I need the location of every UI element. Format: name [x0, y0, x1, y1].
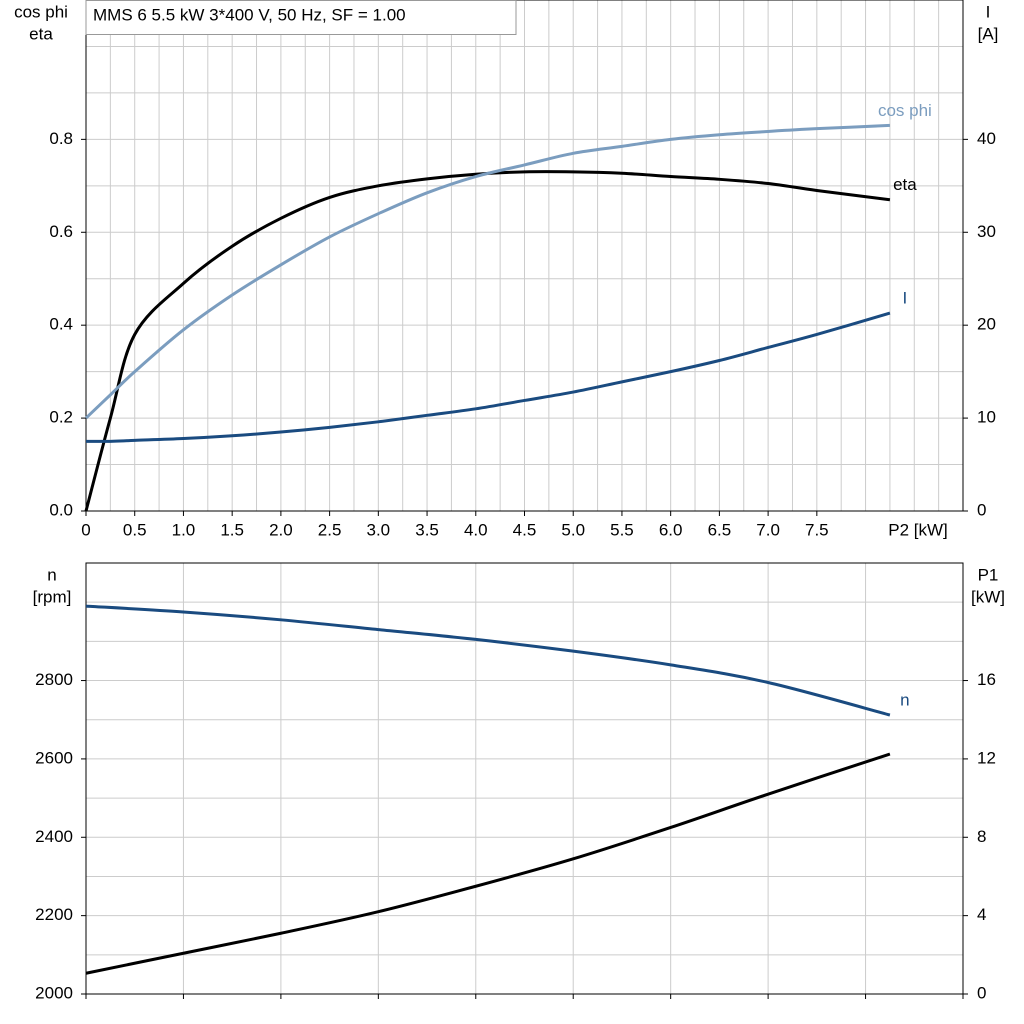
y2-tick-label: 40: [977, 129, 996, 148]
y2-tick-label: 8: [977, 827, 986, 846]
y-axis-label: n: [47, 565, 56, 584]
x-tick-label: 7.0: [756, 520, 780, 539]
x-tick-label: 0: [81, 520, 90, 539]
y2-tick-label: 4: [977, 905, 986, 924]
y-tick-label: 0.4: [49, 315, 73, 334]
series-line: [85, 311, 891, 443]
series-label: eta: [893, 175, 917, 194]
y2-tick-label: 0: [977, 983, 986, 1002]
y2-axis-label: I: [986, 2, 991, 21]
y2-axis-label: [A]: [978, 24, 999, 43]
x-tick-label: 1.0: [172, 520, 196, 539]
y-tick-label: 2200: [35, 905, 73, 924]
series-label: cos phi: [878, 101, 932, 120]
y2-tick-label: 0: [977, 500, 986, 519]
y-tick-label: 0.2: [49, 408, 73, 427]
series-line: [85, 604, 891, 717]
x-axis-label: P2 [kW]: [888, 520, 948, 539]
series-label: n: [900, 691, 909, 710]
y-tick-label: 2600: [35, 748, 73, 767]
title-box: [85, 0, 517, 35]
x-tick-label: 0.5: [123, 520, 147, 539]
x-tick-label: 3.5: [415, 520, 439, 539]
series-line: [84, 123, 890, 420]
y2-tick-label: 20: [977, 315, 996, 334]
x-tick-label: 3.0: [367, 520, 391, 539]
chart-title: MMS 6 5.5 kW 3*400 V, 50 Hz, SF = 1.00: [93, 5, 406, 24]
series-label: I: [903, 289, 908, 308]
y-tick-label: 0.6: [49, 222, 73, 241]
y-tick-label: 0.0: [49, 500, 73, 519]
x-tick-label: 4.0: [464, 520, 488, 539]
series-line: [85, 752, 891, 975]
x-tick-label: 6.5: [708, 520, 732, 539]
y2-tick-label: 12: [977, 748, 996, 767]
x-tick-label: 2.0: [269, 520, 293, 539]
y2-axis-label: [kW]: [971, 587, 1005, 606]
y-tick-label: 2400: [35, 827, 73, 846]
x-tick-label: 5.5: [610, 520, 634, 539]
y-axis-label: [rpm]: [33, 587, 72, 606]
x-tick-label: 5.0: [561, 520, 585, 539]
y2-tick-label: 16: [977, 670, 996, 689]
x-tick-label: 1.5: [220, 520, 244, 539]
y-tick-label: 2800: [35, 670, 73, 689]
y2-tick-label: 30: [977, 222, 996, 241]
plot-frame: [85, 562, 964, 995]
x-tick-label: 7.5: [805, 520, 829, 539]
x-tick-label: 2.5: [318, 520, 342, 539]
x-tick-label: 4.5: [513, 520, 537, 539]
x-tick-label: 6.0: [659, 520, 683, 539]
y2-tick-label: 10: [977, 408, 996, 427]
y-axis-label: eta: [29, 24, 53, 43]
y-axis-label: cos phi: [14, 2, 68, 21]
y-tick-label: 0.8: [49, 129, 73, 148]
y2-axis-label: P1: [978, 565, 999, 584]
y-tick-label: 2000: [35, 983, 73, 1002]
series-line: [84, 170, 891, 512]
